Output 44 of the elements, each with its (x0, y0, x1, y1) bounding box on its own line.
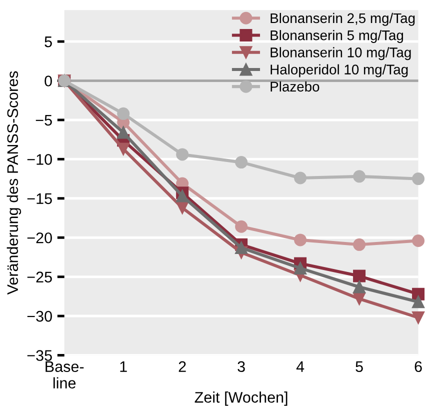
y-tick-label: −35 (27, 350, 52, 361)
x-tick-label: Base- line (46, 361, 84, 388)
point (353, 292, 366, 306)
point (117, 126, 130, 139)
x-axis-title: Zeit [Wochen] (194, 392, 288, 406)
point (353, 270, 366, 282)
point (294, 172, 307, 184)
point (117, 107, 130, 120)
point (235, 156, 248, 169)
point (353, 170, 366, 183)
y-axis-title: Veränderung des PANSS-Scores (6, 71, 22, 295)
legend-label: Blonanserin 10 mg/Tag (270, 47, 411, 60)
y-tick-label: −10 (27, 154, 52, 165)
x-tick-label: 5 (356, 361, 363, 372)
point (176, 190, 189, 202)
y-tick-label: 5 (44, 36, 52, 48)
legend-label: Plazebo (270, 81, 320, 92)
y-tick-label: −25 (27, 272, 52, 283)
y-tick-label: −5 (36, 114, 52, 126)
point (294, 262, 307, 274)
point (235, 220, 248, 233)
point (235, 242, 248, 254)
y-tick-label: 0 (44, 76, 52, 86)
x-tick-label: 4 (296, 361, 304, 372)
x-tick-label: 6 (414, 361, 422, 372)
point (117, 142, 130, 156)
point (412, 172, 425, 186)
x-tick-label: 1 (120, 361, 127, 372)
point (294, 234, 307, 246)
legend-label: Haloperidol 10 mg/Tag (270, 64, 408, 78)
x-tick-label: 2 (178, 361, 186, 372)
point (412, 234, 425, 247)
y-tick-label: −15 (27, 193, 52, 204)
legend-label: Blonanserin 2,5 mg/Tag (270, 12, 415, 26)
point (412, 311, 425, 324)
x-tick-label: 3 (238, 361, 245, 372)
point (412, 296, 425, 308)
point (176, 202, 189, 214)
y-tick-label: −20 (27, 232, 52, 244)
point (353, 238, 366, 251)
y-tick-label: −30 (27, 310, 52, 322)
legend-label: Blonanserin 5 mg/Tag (270, 30, 404, 43)
point (353, 280, 366, 294)
point (176, 148, 189, 161)
